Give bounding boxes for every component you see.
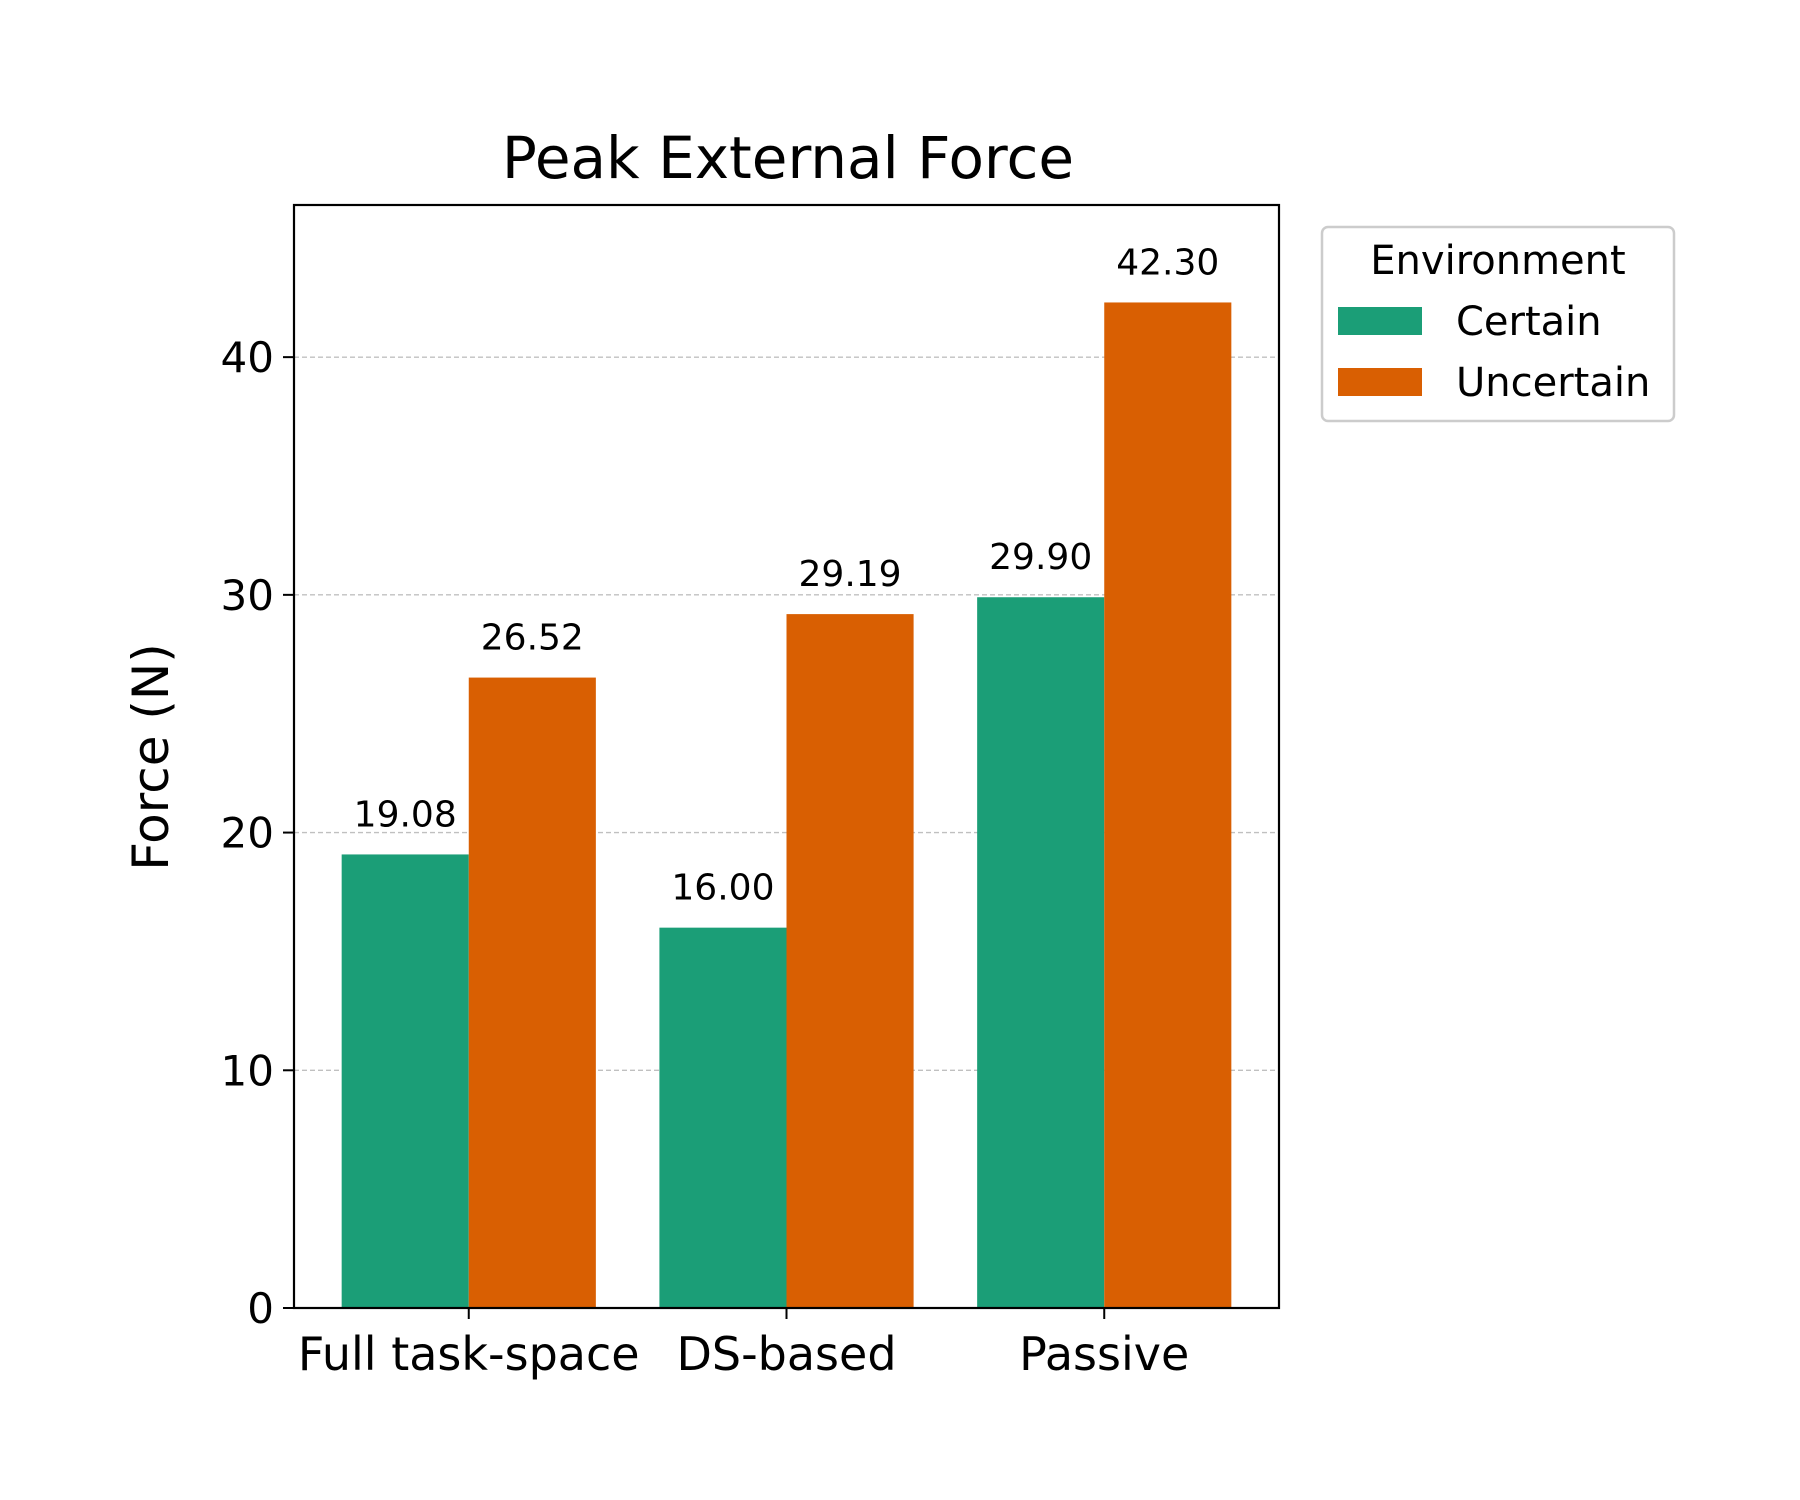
x-axis: Full task-space DS-based Passive xyxy=(298,1308,1189,1381)
x-tick-label: Full task-space xyxy=(298,1327,640,1381)
bar-value-labels: 19.08 16.00 29.90 26.52 29.19 42.30 xyxy=(354,242,1220,908)
legend-title: Environment xyxy=(1370,238,1625,284)
y-tick-label: 40 xyxy=(221,333,274,382)
bar-value-label: 16.00 xyxy=(671,868,774,909)
bar-uncertain xyxy=(786,614,914,1308)
legend: Environment Certain Uncertain xyxy=(1320,225,1676,423)
bar-certain xyxy=(341,854,469,1308)
legend-swatch-certain xyxy=(1338,307,1422,335)
bar-value-label: 29.19 xyxy=(799,554,902,595)
x-tick-label: Passive xyxy=(1019,1327,1189,1381)
legend-label-certain: Certain xyxy=(1456,299,1602,345)
y-tick-label: 30 xyxy=(221,571,274,620)
bar-certain xyxy=(659,927,787,1308)
bar-value-label: 19.08 xyxy=(354,794,457,835)
legend-label-uncertain: Uncertain xyxy=(1456,360,1650,406)
y-axis: 0 10 20 30 40 xyxy=(221,333,294,1333)
bar-certain xyxy=(977,597,1105,1308)
y-tick-label: 0 xyxy=(247,1284,274,1333)
chart-title: Peak External Force xyxy=(502,124,1074,192)
x-tick-label: DS-based xyxy=(676,1327,896,1381)
bar-value-label: 29.90 xyxy=(989,537,1092,578)
bar-value-label: 26.52 xyxy=(481,618,584,659)
y-tick-label: 10 xyxy=(221,1046,274,1095)
y-tick-label: 20 xyxy=(221,809,274,858)
bar-uncertain xyxy=(1104,302,1232,1308)
bar-uncertain xyxy=(468,677,596,1308)
y-axis-label: Force (N) xyxy=(122,643,180,871)
bars xyxy=(341,302,1232,1308)
bar-value-label: 42.30 xyxy=(1116,242,1219,283)
legend-swatch-uncertain xyxy=(1338,368,1422,396)
